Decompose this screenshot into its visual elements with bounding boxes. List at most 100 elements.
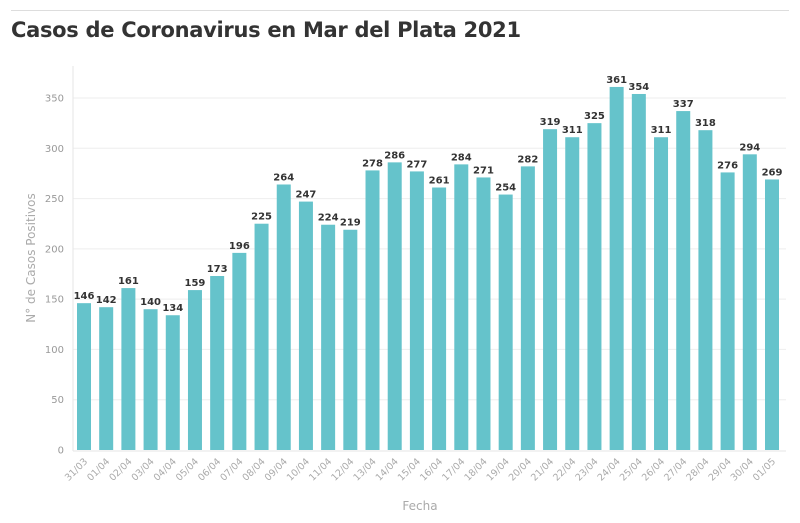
data-label: 318 [695,118,716,129]
data-label: 247 [295,190,316,201]
data-label: 276 [717,160,738,171]
x-tick-label: 10/04 [285,456,312,483]
x-tick-label: 06/04 [196,456,223,483]
x-tick-label: 27/04 [662,456,689,483]
bar[interactable] [77,303,91,450]
bar[interactable] [676,111,691,451]
x-tick-label: 09/04 [263,456,290,483]
bar[interactable] [232,252,247,450]
data-label: 264 [273,172,294,183]
x-tick-label: 05/04 [174,456,201,483]
y-tick-label: 100 [45,345,64,356]
x-tick-label: 13/04 [351,456,378,483]
bar[interactable] [321,224,336,450]
x-tick-label: 26/04 [640,456,667,483]
y-tick-label: 50 [51,395,64,406]
x-tick-label: 31/03 [63,456,90,483]
data-label: 159 [185,278,206,289]
bar[interactable] [254,223,269,450]
x-tick-label: 04/04 [152,456,179,483]
bar[interactable] [720,172,735,450]
x-tick-label: 20/04 [507,456,534,483]
chart-title: Casos de Coronavirus en Mar del Plata 20… [11,18,521,42]
bar[interactable] [276,184,291,450]
data-label: 271 [473,165,494,176]
y-tick-label: 350 [45,94,64,105]
y-tick-label: 0 [58,446,64,457]
data-label: 278 [362,158,383,169]
x-tick-label: 22/04 [551,456,578,483]
data-label: 254 [495,183,516,194]
data-label: 146 [74,291,95,302]
bar[interactable] [742,154,757,450]
x-tick-label: 11/04 [307,456,334,483]
data-label: 284 [451,152,472,163]
data-label: 219 [340,218,361,229]
x-tick-label: 28/04 [684,456,711,483]
data-label: 325 [584,111,605,122]
x-tick-label: 25/04 [618,456,645,483]
data-label: 140 [140,297,161,308]
bar[interactable] [99,307,114,450]
bar[interactable] [565,137,580,451]
bar[interactable] [476,177,491,451]
data-label: 337 [673,99,694,110]
x-tick-label: 17/04 [440,456,467,483]
data-label: 361 [606,75,627,86]
bar[interactable] [654,137,669,451]
x-tick-label: 01/05 [751,456,778,483]
bar[interactable] [121,288,136,450]
x-axis-label: Fecha [402,499,437,513]
data-label: 319 [540,117,561,128]
bar[interactable] [454,164,469,450]
bar[interactable] [165,315,180,450]
y-tick-label: 200 [45,244,64,255]
bar[interactable] [143,309,158,450]
bar[interactable] [187,290,202,450]
data-label: 311 [562,125,583,136]
x-tick-label: 14/04 [374,456,401,483]
data-label: 142 [96,295,117,306]
data-label: 134 [162,303,183,314]
bar[interactable] [698,130,713,450]
data-label: 269 [762,167,783,178]
x-tick-label: 21/04 [529,456,556,483]
data-label: 161 [118,276,139,287]
top-divider [11,10,789,11]
bar[interactable] [631,93,646,450]
x-tick-label: 15/04 [396,456,423,483]
data-label: 294 [739,142,760,153]
bar[interactable] [587,123,602,451]
data-label: 224 [318,213,339,224]
bar[interactable] [298,201,313,450]
data-label: 173 [207,264,228,275]
bar[interactable] [543,129,558,451]
bar[interactable] [609,86,624,451]
bar[interactable] [409,171,424,450]
x-tick-label: 03/04 [130,456,157,483]
data-label: 311 [651,125,672,136]
data-label: 261 [429,176,450,187]
bar[interactable] [210,276,225,450]
x-tick-label: 07/04 [218,456,245,483]
bar[interactable] [432,187,447,450]
x-tick-label: 01/04 [85,456,112,483]
bar[interactable] [343,229,358,450]
bar[interactable] [365,170,380,450]
bar[interactable] [765,179,779,450]
y-axis-label: N° de Casos Positivos [24,193,38,322]
x-tick-label: 29/04 [707,456,734,483]
bar[interactable] [498,194,513,450]
x-tick-label: 24/04 [596,456,623,483]
data-label: 354 [628,82,649,93]
x-tick-label: 23/04 [573,456,600,483]
bar[interactable] [520,166,535,451]
data-label: 225 [251,212,272,223]
data-label: 277 [406,159,427,170]
data-label: 282 [517,154,538,165]
x-tick-label: 08/04 [241,456,268,483]
y-tick-label: 250 [45,194,64,205]
bar[interactable] [387,162,402,450]
